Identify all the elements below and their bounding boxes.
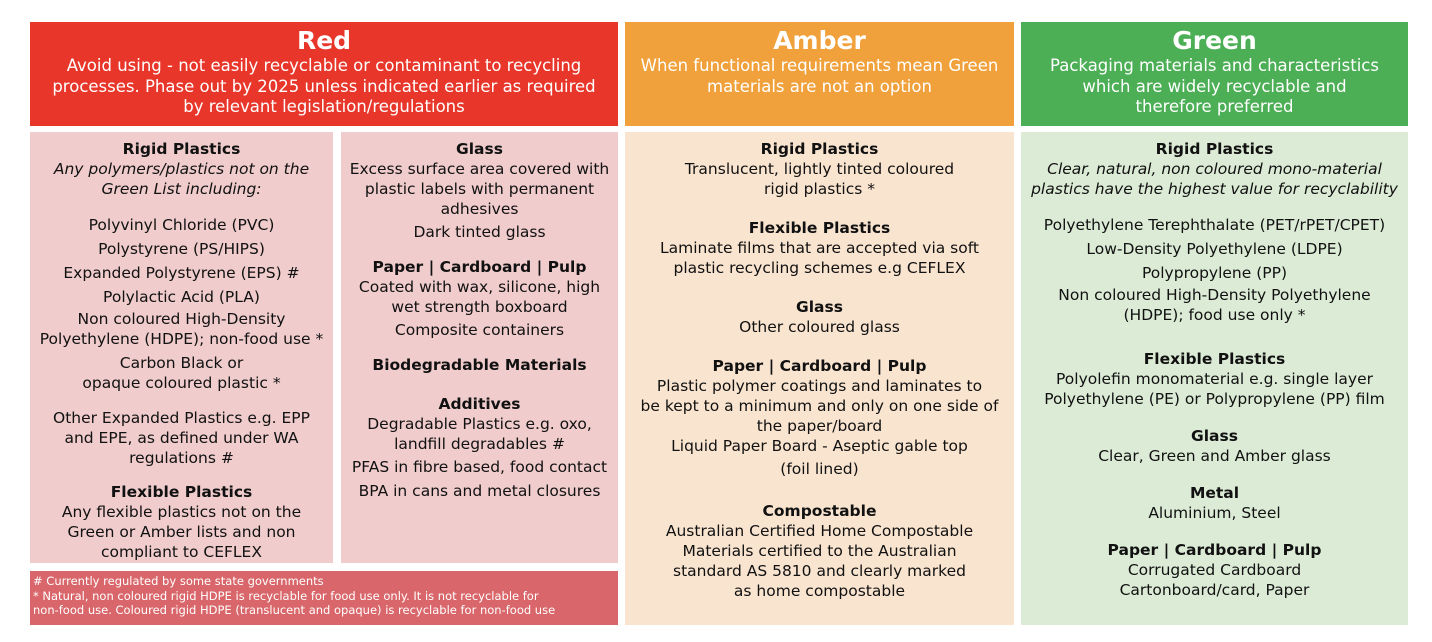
amber-compostable-item: standard AS 5810 and clearly marked — [673, 562, 966, 580]
amber-paper-item: the paper/board — [756, 417, 883, 435]
amber-title: Amber — [773, 26, 866, 55]
footnote-line: * Natural, non coloured rigid HDPE is re… — [33, 588, 539, 603]
amber-compostable-item: as home compostable — [733, 582, 906, 600]
amber-desc-line: materials are not an option — [707, 76, 932, 96]
amber-flex-heading: Flexible Plastics — [748, 219, 891, 237]
green-description: Packaging materials and characteristics … — [1021, 56, 1408, 118]
red-title: Red — [296, 26, 352, 55]
red-hdpe-item: Polyethylene (HDPE); non-food use * — [39, 330, 324, 348]
green-column: Rigid Plastics Clear, natural, non colou… — [1021, 132, 1408, 625]
green-rigid-heading: Rigid Plastics — [1155, 140, 1274, 158]
red-paper-item: Composite containers — [394, 321, 565, 339]
red-desc-line: processes. Phase out by 2025 unless indi… — [52, 76, 596, 96]
red-additives-heading: Additives — [438, 395, 521, 413]
red-footnotes: # Currently regulated by some state gove… — [30, 571, 618, 625]
red-flex-item: Any flexible plastics not on the — [61, 503, 302, 521]
green-flex-heading: Flexible Plastics — [1143, 350, 1286, 368]
red-right-column: Glass Excess surface area covered with p… — [341, 132, 618, 563]
amber-glass-item: Other coloured glass — [739, 318, 900, 336]
green-desc-line: which are widely recyclable and — [1082, 76, 1347, 96]
red-additives-item: BPA in cans and metal closures — [358, 482, 601, 500]
amber-paper-item: Liquid Paper Board - Aseptic gable top — [671, 437, 968, 455]
amber-paper-item: (foil lined) — [780, 460, 859, 478]
green-hdpe-item: Non coloured High-Density Polyethylene — [1058, 286, 1371, 304]
red-flex-heading: Flexible Plastics — [110, 483, 253, 501]
red-desc-line: Avoid using - not easily recyclable or c… — [66, 56, 582, 75]
red-flex-item: compliant to CEFLEX — [101, 543, 262, 561]
red-glass-heading: Glass — [456, 140, 503, 158]
red-bio-heading: Biodegradable Materials — [372, 356, 587, 374]
amber-column: Rigid Plastics Translucent, lightly tint… — [625, 132, 1014, 625]
amber-rigid-heading: Rigid Plastics — [760, 140, 879, 158]
amber-compostable-heading: Compostable — [762, 502, 877, 520]
green-rigid-intro: plastics have the highest value for recy… — [1031, 180, 1398, 198]
red-glass-item: Dark tinted glass — [413, 223, 546, 241]
red-glass-item: Excess surface area covered with — [349, 160, 610, 178]
green-metal-item: Aluminium, Steel — [1148, 504, 1281, 522]
red-left-column: Rigid Plastics Any polymers/plastics not… — [30, 132, 333, 563]
red-rigid-intro: Any polymers/plastics not on the — [53, 160, 310, 178]
red-expanded-item: and EPE, as defined under WA — [64, 429, 299, 447]
green-paper-item: Corrugated Cardboard — [1127, 561, 1302, 579]
red-expanded-item: Other Expanded Plastics e.g. EPP — [53, 409, 310, 427]
green-rigid-item: Polyethylene Terephthalate (PET/rPET/CPE… — [1043, 216, 1386, 234]
red-additives-item: landfill degradables # — [394, 435, 565, 453]
red-glass-item: adhesives — [440, 200, 519, 218]
green-paper-item: Cartonboard/card, Paper — [1119, 581, 1310, 599]
green-title: Green — [1172, 26, 1257, 55]
red-flex-item: Green or Amber lists and non — [67, 523, 296, 541]
red-expanded-item: regulations # — [129, 449, 234, 467]
green-desc-line: therefore preferred — [1135, 97, 1294, 116]
amber-compostable-item: Materials certified to the Australian — [682, 542, 957, 560]
green-glass-item: Clear, Green and Amber glass — [1098, 447, 1331, 465]
green-metal-heading: Metal — [1189, 484, 1240, 502]
green-rigid-item: Polypropylene (PP) — [1141, 264, 1288, 282]
red-carbon-item: opaque coloured plastic * — [82, 374, 281, 392]
green-header: Green Packaging materials and characteri… — [1021, 22, 1408, 126]
red-rigid-intro: Green List including: — [101, 180, 262, 198]
red-additives-item: PFAS in fibre based, food contact — [351, 458, 608, 476]
footnote-line: # Currently regulated by some state gove… — [33, 574, 324, 588]
amber-rigid-item: rigid plastics * — [764, 180, 875, 198]
green-glass-heading: Glass — [1191, 427, 1238, 445]
green-flex-item: Polyolefin monomaterial e.g. single laye… — [1056, 370, 1373, 388]
green-rigid-intro: Clear, natural, non coloured mono-materi… — [1047, 160, 1382, 178]
green-flex-item: Polyethylene (PE) or Polypropylene (PP) … — [1044, 390, 1385, 408]
amber-flex-item: Laminate films that are accepted via sof… — [660, 239, 979, 257]
red-rigid-item: Polylactic Acid (PLA) — [103, 288, 260, 306]
red-header: Red Avoid using - not easily recyclable … — [30, 22, 618, 126]
amber-desc-line: When functional requirements mean Green — [640, 56, 999, 75]
amber-paper-heading: Paper | Cardboard | Pulp — [712, 357, 927, 375]
amber-description: When functional requirements mean Green … — [625, 56, 1014, 97]
red-paper-item: wet strength boxboard — [391, 298, 568, 316]
amber-paper-item: be kept to a minimum and only on one sid… — [640, 397, 999, 415]
red-hdpe-item: Non coloured High-Density — [77, 310, 286, 328]
amber-compostable-item: Australian Certified Home Compostable — [665, 522, 974, 540]
red-paper-heading: Paper | Cardboard | Pulp — [372, 258, 587, 276]
red-glass-item: plastic labels with permanent — [364, 180, 595, 198]
amber-flex-item: plastic recycling schemes e.g CEFLEX — [673, 259, 966, 277]
red-additives-item: Degradable Plastics e.g. oxo, — [367, 415, 592, 433]
green-desc-line: Packaging materials and characteristics — [1050, 56, 1379, 75]
red-rigid-heading: Rigid Plastics — [122, 140, 241, 158]
amber-paper-item: Plastic polymer coatings and laminates t… — [656, 377, 983, 395]
amber-glass-heading: Glass — [796, 298, 843, 316]
green-rigid-item: Low-Density Polyethylene (LDPE) — [1086, 240, 1343, 258]
amber-header: Amber When functional requirements mean … — [625, 22, 1014, 126]
red-rigid-item: Polystyrene (PS/HIPS) — [98, 240, 265, 258]
amber-rigid-item: Translucent, lightly tinted coloured — [684, 160, 955, 178]
red-description: Avoid using - not easily recyclable or c… — [30, 56, 618, 118]
green-hdpe-item: (HDPE); food use only * — [1123, 306, 1306, 324]
red-desc-line: by relevant legislation/regulations — [183, 97, 465, 116]
red-rigid-item: Polyvinyl Chloride (PVC) — [88, 216, 275, 234]
red-paper-item: Coated with wax, silicone, high — [358, 278, 601, 296]
red-rigid-item: Expanded Polystyrene (EPS) # — [63, 264, 300, 282]
footnote-line: non-food use. Coloured rigid HDPE (trans… — [33, 603, 556, 617]
red-carbon-item: Carbon Black or — [119, 354, 244, 372]
green-paper-heading: Paper | Cardboard | Pulp — [1107, 541, 1322, 559]
